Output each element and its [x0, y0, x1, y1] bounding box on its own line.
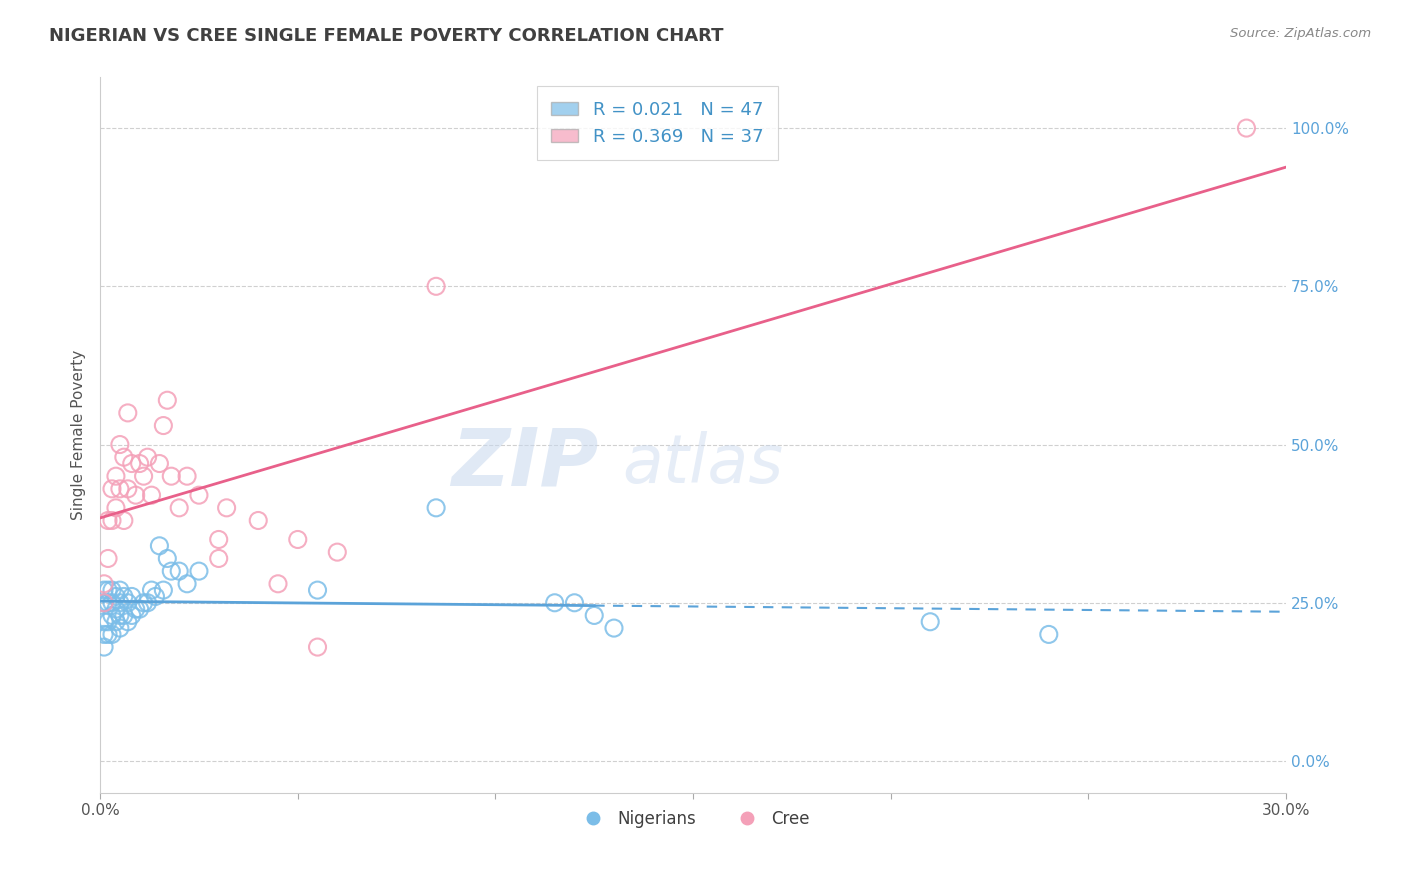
Point — [326, 545, 349, 559]
Legend: Nigerians, Cree: Nigerians, Cree — [569, 803, 817, 834]
Point — [108, 583, 131, 598]
Text: ZIP: ZIP — [451, 425, 598, 503]
Point — [104, 615, 127, 629]
Text: atlas: atlas — [621, 431, 783, 497]
Point — [108, 621, 131, 635]
Point — [544, 596, 567, 610]
Point — [307, 640, 329, 654]
Point — [128, 602, 150, 616]
Point — [121, 608, 143, 623]
Point — [112, 590, 135, 604]
Point — [425, 500, 447, 515]
Point — [152, 418, 174, 433]
Point — [117, 406, 139, 420]
Point — [176, 469, 198, 483]
Point — [97, 627, 120, 641]
Point — [108, 608, 131, 623]
Point — [136, 450, 159, 465]
Point — [136, 596, 159, 610]
Point — [920, 615, 942, 629]
Point — [104, 469, 127, 483]
Point — [101, 627, 124, 641]
Point — [108, 596, 131, 610]
Point — [104, 500, 127, 515]
Point — [141, 583, 163, 598]
Point — [93, 627, 115, 641]
Point — [97, 596, 120, 610]
Point — [1236, 121, 1258, 136]
Point — [112, 514, 135, 528]
Point — [104, 590, 127, 604]
Point — [215, 500, 238, 515]
Point — [97, 551, 120, 566]
Point — [117, 615, 139, 629]
Point — [117, 482, 139, 496]
Point — [97, 514, 120, 528]
Y-axis label: Single Female Poverty: Single Female Poverty — [72, 350, 86, 520]
Text: NIGERIAN VS CREE SINGLE FEMALE POVERTY CORRELATION CHART: NIGERIAN VS CREE SINGLE FEMALE POVERTY C… — [49, 27, 724, 45]
Point — [125, 602, 148, 616]
Point — [160, 564, 183, 578]
Point — [121, 590, 143, 604]
Point — [108, 437, 131, 451]
Point — [156, 393, 179, 408]
Point — [101, 583, 124, 598]
Point — [187, 488, 209, 502]
Point — [101, 608, 124, 623]
Point — [267, 576, 290, 591]
Point — [141, 488, 163, 502]
Point — [307, 583, 329, 598]
Point — [117, 596, 139, 610]
Point — [93, 596, 115, 610]
Point — [167, 564, 190, 578]
Point — [148, 539, 170, 553]
Point — [148, 457, 170, 471]
Point — [208, 551, 231, 566]
Point — [156, 551, 179, 566]
Point — [101, 596, 124, 610]
Point — [167, 500, 190, 515]
Point — [132, 596, 155, 610]
Point — [187, 564, 209, 578]
Point — [97, 615, 120, 629]
Point — [145, 590, 167, 604]
Point — [97, 583, 120, 598]
Point — [93, 576, 115, 591]
Point — [93, 640, 115, 654]
Point — [425, 279, 447, 293]
Point — [128, 457, 150, 471]
Point — [208, 533, 231, 547]
Point — [176, 576, 198, 591]
Point — [93, 615, 115, 629]
Point — [247, 514, 270, 528]
Point — [112, 450, 135, 465]
Point — [1038, 627, 1060, 641]
Point — [287, 533, 309, 547]
Point — [564, 596, 586, 610]
Point — [125, 488, 148, 502]
Point — [93, 583, 115, 598]
Point — [132, 469, 155, 483]
Point — [101, 514, 124, 528]
Text: Source: ZipAtlas.com: Source: ZipAtlas.com — [1230, 27, 1371, 40]
Point — [583, 608, 606, 623]
Point — [93, 596, 115, 610]
Point — [160, 469, 183, 483]
Point — [108, 482, 131, 496]
Point — [121, 457, 143, 471]
Point — [603, 621, 626, 635]
Point — [112, 608, 135, 623]
Point — [152, 583, 174, 598]
Point — [104, 602, 127, 616]
Point — [101, 482, 124, 496]
